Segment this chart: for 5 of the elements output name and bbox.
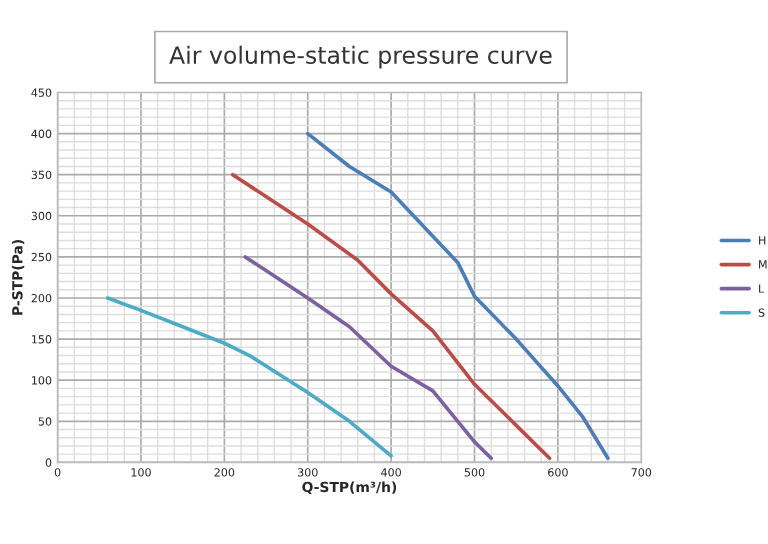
line-series (243, 255, 493, 461)
line-series (105, 296, 393, 458)
chart-title: Air volume-static pressure curve (169, 45, 552, 69)
line-series (305, 131, 610, 461)
line-series (230, 172, 552, 461)
